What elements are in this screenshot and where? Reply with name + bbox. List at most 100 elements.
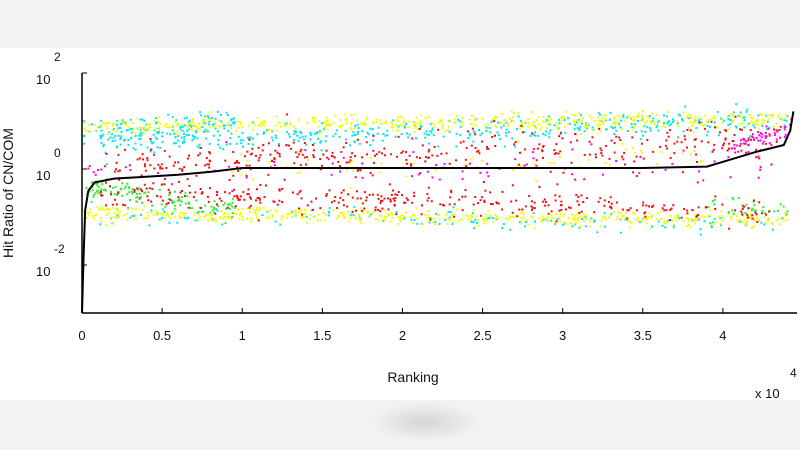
data-point [164, 205, 167, 208]
data-point [615, 129, 618, 132]
data-point [567, 216, 570, 219]
data-point [347, 161, 350, 164]
data-point [346, 122, 348, 125]
data-point [574, 132, 577, 135]
data-point [479, 171, 482, 174]
data-point [752, 121, 755, 124]
data-point [614, 124, 617, 127]
data-point [381, 207, 384, 210]
data-point [152, 213, 155, 216]
data-point [328, 189, 331, 192]
data-point [189, 191, 191, 194]
data-point [762, 206, 765, 208]
data-point [431, 154, 434, 157]
data-point [431, 121, 434, 124]
data-point [666, 131, 669, 134]
data-point [410, 218, 413, 221]
data-point [604, 162, 607, 164]
data-point [567, 117, 570, 120]
data-point [479, 199, 482, 202]
data-point [83, 121, 86, 124]
data-point [732, 212, 735, 215]
data-point [432, 134, 435, 137]
data-point [706, 130, 709, 133]
data-point [637, 115, 640, 118]
data-point [461, 125, 464, 128]
data-point [431, 176, 434, 179]
data-point [117, 192, 120, 195]
data-point [383, 216, 386, 218]
data-point [200, 114, 203, 117]
data-point [341, 211, 344, 214]
data-point [410, 165, 413, 167]
data-point [210, 116, 213, 119]
data-point [318, 131, 321, 134]
data-point [573, 219, 576, 222]
data-point [361, 156, 364, 159]
data-point [575, 119, 578, 122]
data-point [269, 209, 272, 212]
data-point [93, 124, 96, 126]
data-point [499, 121, 502, 124]
data-point [601, 154, 604, 157]
data-point [195, 174, 198, 177]
data-point [140, 196, 142, 198]
data-point [117, 134, 120, 137]
data-point [576, 127, 579, 129]
data-point [517, 115, 520, 118]
data-point [312, 156, 315, 159]
data-point [374, 209, 377, 212]
data-point [477, 224, 480, 227]
data-point [415, 122, 417, 125]
data-point [556, 218, 559, 220]
data-point [390, 212, 393, 215]
data-point [248, 196, 251, 199]
data-point [163, 183, 166, 186]
data-point [100, 136, 102, 139]
data-point [177, 180, 180, 183]
data-point [755, 156, 758, 159]
data-point [747, 137, 750, 140]
data-point [624, 212, 627, 215]
data-point [743, 219, 746, 222]
data-point [642, 134, 644, 137]
data-point [324, 140, 327, 143]
data-point [233, 195, 236, 198]
data-point [182, 141, 185, 144]
data-point [656, 163, 659, 165]
data-point [255, 216, 258, 219]
data-point [491, 203, 494, 206]
data-point [646, 115, 649, 118]
data-point [124, 185, 127, 188]
data-point [246, 136, 249, 139]
data-point [235, 194, 238, 197]
data-point [501, 227, 504, 229]
data-point [281, 187, 284, 190]
data-point [194, 191, 197, 194]
data-point [296, 156, 299, 159]
data-point [756, 119, 759, 122]
data-point [89, 211, 92, 214]
data-point [783, 126, 786, 129]
data-point [439, 118, 441, 121]
data-point [757, 131, 759, 133]
data-point [204, 115, 207, 118]
data-point [622, 214, 625, 217]
data-point [680, 216, 683, 219]
data-point [448, 130, 451, 133]
data-point [591, 218, 594, 221]
data-point [580, 210, 583, 213]
data-point [148, 187, 151, 190]
data-point [741, 117, 744, 120]
data-point [676, 140, 679, 143]
data-point [82, 120, 85, 123]
data-point [772, 125, 775, 128]
data-point [515, 199, 518, 202]
data-point [305, 143, 308, 146]
data-point [655, 126, 658, 129]
data-point [476, 150, 479, 153]
data-point [503, 145, 506, 148]
data-point [397, 125, 400, 128]
data-point [305, 215, 308, 218]
data-point [327, 124, 330, 126]
